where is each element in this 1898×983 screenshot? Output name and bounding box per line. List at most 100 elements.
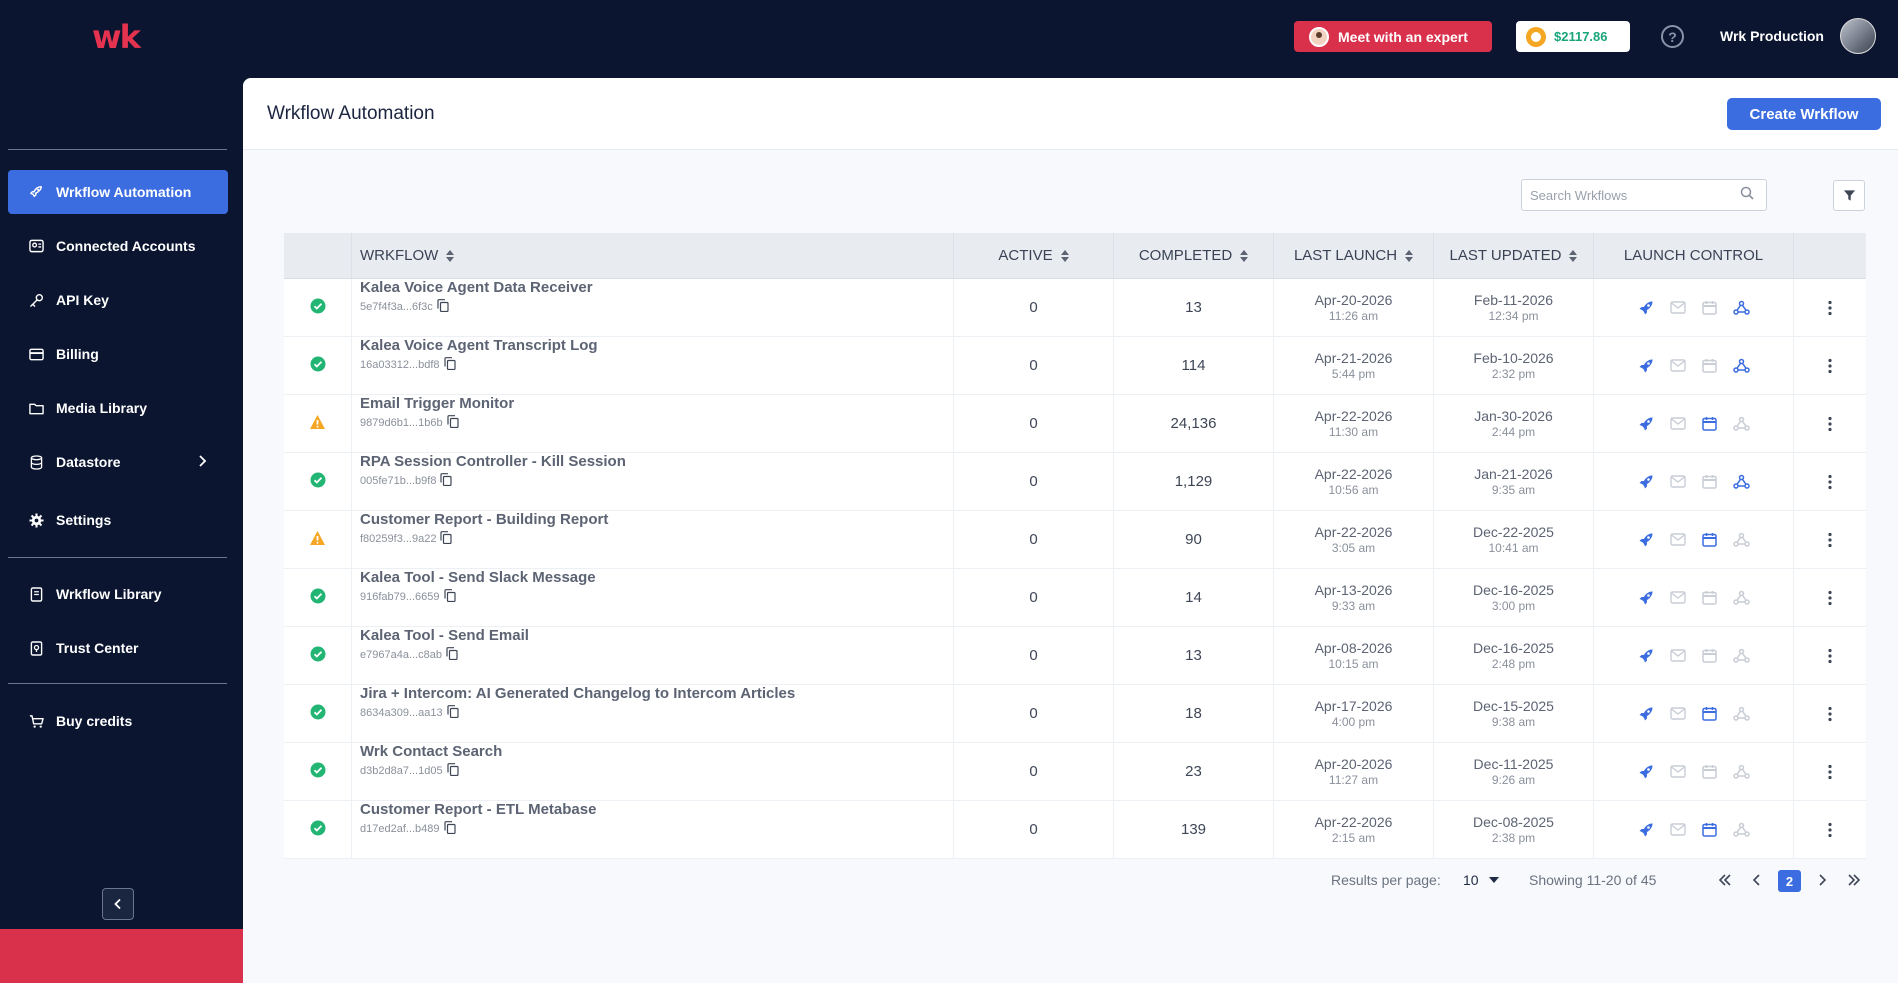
- more-options-icon[interactable]: [1822, 357, 1838, 375]
- first-page-button[interactable]: [1714, 869, 1736, 891]
- more-options-icon[interactable]: [1822, 647, 1838, 665]
- copy-icon[interactable]: [440, 473, 453, 489]
- more-options-icon[interactable]: [1822, 473, 1838, 491]
- more-options-icon[interactable]: [1822, 821, 1838, 839]
- sidebar-item-datastore[interactable]: Datastore: [8, 440, 228, 484]
- meet-expert-button[interactable]: Meet with an expert: [1294, 21, 1492, 52]
- copy-icon[interactable]: [446, 763, 459, 779]
- webhook-icon[interactable]: [1733, 299, 1751, 317]
- sidebar-item-connected-accounts[interactable]: Connected Accounts: [8, 224, 228, 268]
- table-row[interactable]: Email Trigger Monitor 9879d6b1...1b6b 0 24,…: [284, 395, 1866, 453]
- table-row[interactable]: Kalea Tool - Send Slack Message 916fab79.…: [284, 569, 1866, 627]
- header-active[interactable]: ACTIVE: [954, 233, 1114, 278]
- sidebar-item-wrkflow-library[interactable]: Wrkflow Library: [8, 572, 228, 616]
- schedule-calendar-icon[interactable]: [1701, 473, 1719, 491]
- schedule-calendar-icon[interactable]: [1701, 705, 1719, 723]
- user-name[interactable]: Wrk Production: [1720, 28, 1824, 44]
- table-row[interactable]: Jira + Intercom: AI Generated Changelog …: [284, 685, 1866, 743]
- webhook-icon[interactable]: [1733, 357, 1751, 375]
- search-input[interactable]: [1530, 187, 1740, 203]
- more-options-icon[interactable]: [1822, 299, 1838, 317]
- table-row[interactable]: Kalea Tool - Send Email e7967a4a...c8ab 0 1…: [284, 627, 1866, 685]
- more-options-icon[interactable]: [1822, 415, 1838, 433]
- wrkflow-name[interactable]: Kalea Voice Agent Transcript Log: [360, 337, 598, 354]
- filter-button[interactable]: [1833, 180, 1865, 211]
- webhook-icon[interactable]: [1733, 589, 1751, 607]
- schedule-calendar-icon[interactable]: [1701, 357, 1719, 375]
- credits-badge[interactable]: $2117.86: [1516, 21, 1630, 52]
- last-page-button[interactable]: [1843, 869, 1865, 891]
- launch-rocket-icon[interactable]: [1637, 589, 1655, 607]
- prev-page-button[interactable]: [1746, 869, 1768, 891]
- launch-rocket-icon[interactable]: [1637, 647, 1655, 665]
- webhook-icon[interactable]: [1733, 531, 1751, 549]
- copy-icon[interactable]: [440, 531, 453, 547]
- table-row[interactable]: Wrk Contact Search d3b2d8a7...1d05 0 23 Apr-…: [284, 743, 1866, 801]
- email-trigger-icon[interactable]: [1669, 821, 1687, 839]
- email-trigger-icon[interactable]: [1669, 415, 1687, 433]
- wrkflow-name[interactable]: Customer Report - ETL Metabase: [360, 801, 597, 818]
- wrkflow-name[interactable]: Email Trigger Monitor: [360, 395, 515, 412]
- copy-icon[interactable]: [443, 589, 456, 605]
- launch-rocket-icon[interactable]: [1637, 357, 1655, 375]
- sidebar-item-buy-credits[interactable]: Buy credits: [8, 699, 228, 743]
- copy-icon[interactable]: [443, 821, 456, 837]
- header-last-updated[interactable]: LAST UPDATED: [1434, 233, 1594, 278]
- schedule-calendar-icon[interactable]: [1701, 589, 1719, 607]
- collapse-sidebar-button[interactable]: [102, 888, 134, 920]
- create-wrkflow-button[interactable]: Create Wrkflow: [1727, 98, 1881, 130]
- email-trigger-icon[interactable]: [1669, 531, 1687, 549]
- schedule-calendar-icon[interactable]: [1701, 821, 1719, 839]
- wrkflow-name[interactable]: Jira + Intercom: AI Generated Changelog …: [360, 685, 796, 702]
- sidebar-item-settings[interactable]: Settings: [8, 498, 228, 542]
- table-row[interactable]: Kalea Voice Agent Data Receiver 5e7f4f3a.…: [284, 279, 1866, 337]
- email-trigger-icon[interactable]: [1669, 473, 1687, 491]
- webhook-icon[interactable]: [1733, 705, 1751, 723]
- help-icon[interactable]: ?: [1661, 25, 1684, 48]
- email-trigger-icon[interactable]: [1669, 763, 1687, 781]
- copy-icon[interactable]: [446, 415, 459, 431]
- wrkflow-name[interactable]: Customer Report - Building Report: [360, 511, 609, 528]
- sidebar-item-media-library[interactable]: Media Library: [8, 386, 228, 430]
- webhook-icon[interactable]: [1733, 821, 1751, 839]
- wrkflow-name[interactable]: Kalea Tool - Send Email: [360, 627, 529, 644]
- launch-rocket-icon[interactable]: [1637, 531, 1655, 549]
- header-completed[interactable]: COMPLETED: [1114, 233, 1274, 278]
- launch-rocket-icon[interactable]: [1637, 705, 1655, 723]
- sidebar-item-trust-center[interactable]: Trust Center: [8, 626, 228, 670]
- wrkflow-name[interactable]: Kalea Voice Agent Data Receiver: [360, 279, 593, 296]
- user-avatar[interactable]: [1840, 18, 1876, 54]
- schedule-calendar-icon[interactable]: [1701, 299, 1719, 317]
- next-page-button[interactable]: [1811, 869, 1833, 891]
- sidebar-item-billing[interactable]: Billing: [8, 332, 228, 376]
- copy-icon[interactable]: [446, 647, 458, 663]
- search-box[interactable]: [1521, 179, 1767, 211]
- sidebar-item-api-key[interactable]: API Key: [8, 278, 228, 322]
- table-row[interactable]: Customer Report - ETL Metabase d17ed2af..…: [284, 801, 1866, 859]
- table-row[interactable]: RPA Session Controller - Kill Session 005…: [284, 453, 1866, 511]
- email-trigger-icon[interactable]: [1669, 299, 1687, 317]
- launch-rocket-icon[interactable]: [1637, 415, 1655, 433]
- email-trigger-icon[interactable]: [1669, 705, 1687, 723]
- webhook-icon[interactable]: [1733, 415, 1751, 433]
- launch-rocket-icon[interactable]: [1637, 473, 1655, 491]
- webhook-icon[interactable]: [1733, 647, 1751, 665]
- launch-rocket-icon[interactable]: [1637, 821, 1655, 839]
- more-options-icon[interactable]: [1822, 589, 1838, 607]
- wrkflow-name[interactable]: Kalea Tool - Send Slack Message: [360, 569, 596, 586]
- current-page-button[interactable]: 2: [1778, 870, 1801, 892]
- webhook-icon[interactable]: [1733, 763, 1751, 781]
- wrk-logo[interactable]: wk: [92, 18, 141, 56]
- email-trigger-icon[interactable]: [1669, 589, 1687, 607]
- schedule-calendar-icon[interactable]: [1701, 415, 1719, 433]
- more-options-icon[interactable]: [1822, 763, 1838, 781]
- schedule-calendar-icon[interactable]: [1701, 647, 1719, 665]
- header-last-launch[interactable]: LAST LAUNCH: [1274, 233, 1434, 278]
- webhook-icon[interactable]: [1733, 473, 1751, 491]
- wrkflow-name[interactable]: Wrk Contact Search: [360, 743, 503, 760]
- launch-rocket-icon[interactable]: [1637, 299, 1655, 317]
- schedule-calendar-icon[interactable]: [1701, 763, 1719, 781]
- table-row[interactable]: Customer Report - Building Report f80259f…: [284, 511, 1866, 569]
- wrkflow-name[interactable]: RPA Session Controller - Kill Session: [360, 453, 626, 470]
- copy-icon[interactable]: [443, 357, 456, 373]
